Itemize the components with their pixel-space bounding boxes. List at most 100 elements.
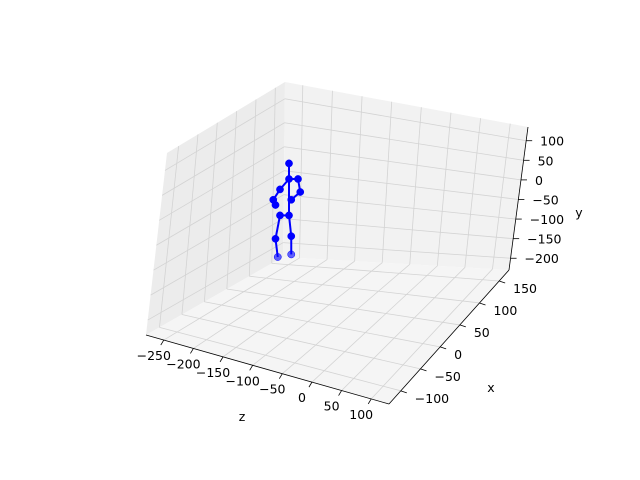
y-tick-label: 100 [540,134,564,149]
joint-left-knee [271,234,280,243]
x-tick-mark [440,346,447,350]
grid-line-z [354,96,363,262]
grid-line-x [203,122,218,302]
y-tick-label: −100 [530,212,564,227]
joint-head [285,159,293,168]
grid-line-y [283,242,511,259]
grid-line-y [284,146,522,181]
grid-line-z [282,263,411,375]
grid-line-z [464,118,481,268]
z-tick-label: −200 [166,356,200,371]
x-tick-label: −100 [415,391,449,406]
joint-neck [285,175,293,183]
z-tick-mark [160,339,165,346]
grid-line-x [226,288,460,326]
x-tick-mark [479,302,486,306]
z-tick-mark [367,398,372,405]
grid-line-y [283,194,516,220]
grid-line-y [156,170,285,246]
y-tick-label: −50 [532,192,558,207]
x-tick-mark [400,390,407,394]
z-tick-label: 0 [298,390,306,405]
y-axis-label: y [575,205,583,220]
grid-line-y [153,194,284,271]
z-tick-mark [338,390,342,396]
grid-lines [147,85,527,400]
z-axis-line [145,334,390,405]
grid-line-z [409,107,422,265]
x-tick-label: 150 [513,281,537,296]
grid-line-z [370,268,493,400]
x-tick-mark [459,324,466,328]
left-pane [146,82,285,335]
grid-line-z [299,85,304,258]
grid-line-x [249,275,480,304]
grid-line-y [150,218,284,296]
z-tick-mark [190,348,194,354]
x-axis-line [388,269,510,405]
grid-line-x [159,326,401,392]
joint-left-hip [276,211,284,220]
grid-line-z [193,259,328,349]
joint-right-shoulder [294,175,302,183]
joint-right-wrist [287,195,296,204]
x-tick-mark [420,368,427,372]
z-tick-label: −250 [137,348,171,363]
x-tick-mark [499,280,506,284]
grid-line-x [204,301,441,348]
grid-line-z [222,260,355,358]
grid-line-z [252,262,383,366]
z-tick-label: 100 [349,407,373,422]
tick-labels: −250−200−150−100−50050100−100−5005010015… [137,134,565,422]
floor-pane [146,257,509,404]
z-tick-label: −150 [196,365,230,380]
joint-left-wrist [271,201,280,209]
joint-right-knee [287,232,296,241]
grid-line-z [492,123,511,270]
grid-line-x [181,134,199,315]
x-tick-label: −50 [434,369,460,384]
grid-line-z [163,257,300,341]
y-axis-line [508,126,529,271]
grid-line-x [271,262,500,282]
grid-line-z [341,267,466,391]
grid-line-x [271,87,276,264]
y-tick-label: −200 [525,251,559,266]
grid-line-y [283,170,519,200]
grid-line-z [436,112,452,266]
z-tick-mark [278,373,283,379]
z-tick-mark [308,381,313,388]
joint-right-ankle [287,250,296,259]
grid-line-z [326,90,333,260]
x-tick-label: 100 [493,303,517,318]
joint-right-hip [285,211,293,220]
axis-labels: z x y [239,205,584,424]
z-tick-label: −100 [226,373,260,388]
bone-left-hip-left-knee [274,215,281,239]
grid-line-x [181,314,421,370]
grid-line-y [164,98,286,171]
grid-line-x [248,99,257,277]
z-tick-label: −50 [259,382,285,397]
z-tick-mark [249,365,254,371]
joint-right-elbow [296,188,305,196]
grid-line-z [311,265,438,383]
axis-panes [146,82,528,404]
x-axis-label: x [487,380,494,395]
grid-line-y [284,122,524,161]
y-tick-label: 0 [535,173,543,188]
y-tick-label: −150 [527,232,561,247]
grid-line-y [284,98,527,142]
grid-line-y [283,218,514,240]
grid-line-x [159,145,180,328]
x-tick-label: 0 [454,347,462,362]
grid-line-z [381,101,393,263]
z-axis-label: z [239,409,246,424]
joint-left-ankle [273,253,282,261]
grid-line-x [226,111,238,289]
z-tick-label: 50 [324,399,340,414]
grid-line-y [161,122,285,196]
joint-left-shoulder [276,185,284,194]
y-tick-label: 50 [538,153,554,168]
